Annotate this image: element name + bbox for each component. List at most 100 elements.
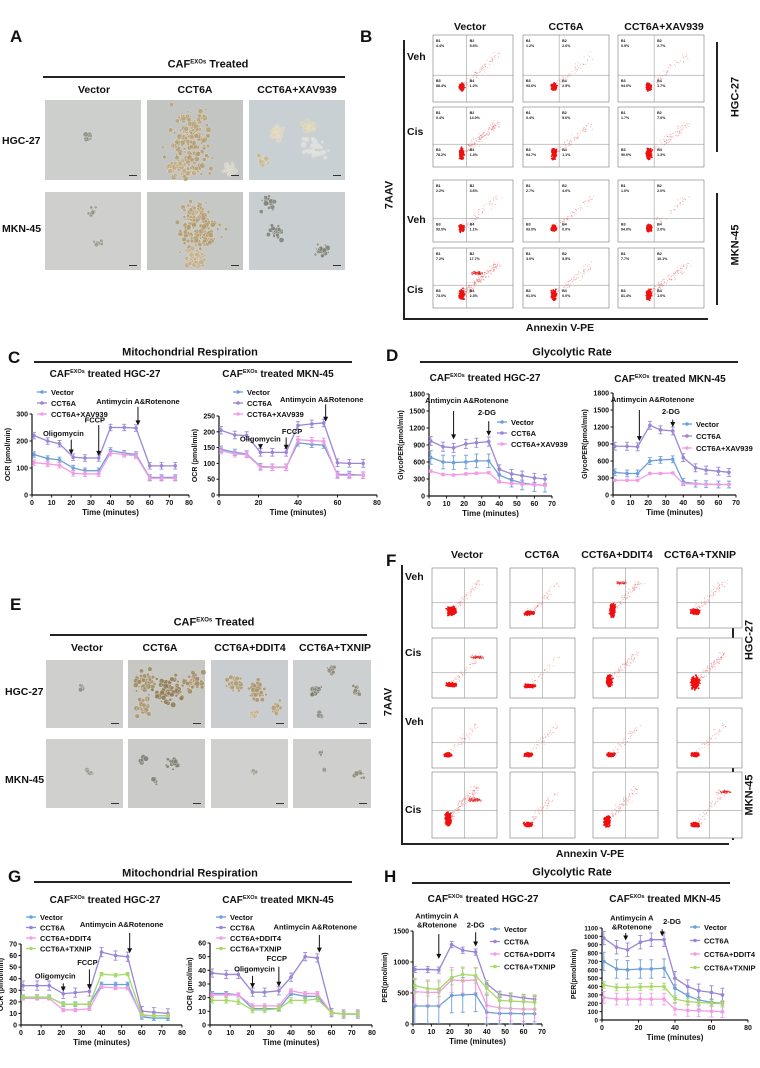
event-dot: [674, 271, 676, 273]
event-dot: [678, 134, 680, 136]
quadrant-percent: 2.0%: [657, 227, 666, 231]
event-dot: [563, 219, 565, 221]
micrograph-image: [45, 192, 141, 270]
event-dot: [476, 72, 478, 74]
micrograph-background: [46, 739, 123, 808]
cell-mark: [263, 156, 269, 162]
quadrant-name: B1: [526, 111, 531, 115]
event-dot: [462, 223, 464, 225]
event-dot: [568, 286, 570, 288]
event-dot: [459, 149, 461, 152]
cell-mark: [170, 701, 177, 708]
event-dot: [533, 607, 535, 609]
event-dot: [483, 131, 485, 133]
micrograph-background: [249, 100, 345, 180]
event-dot: [570, 216, 572, 218]
event-dot: [629, 589, 631, 591]
event-dot: [466, 288, 468, 290]
cell-mark: [184, 158, 188, 162]
cell-mark: [267, 206, 271, 210]
cell-mark: [198, 246, 203, 251]
event-dot: [460, 601, 462, 603]
event-dot: [472, 137, 474, 139]
event-dot: [490, 273, 492, 275]
event-dot: [584, 64, 586, 66]
quadrant-name: B3: [526, 222, 531, 226]
cell-mark: [316, 243, 320, 247]
event-dot: [574, 138, 576, 140]
row-label: Cis: [405, 646, 422, 659]
event-dot: [483, 274, 485, 276]
cell-mark: [266, 162, 269, 165]
cell-mark: [186, 250, 190, 254]
event-dot: [575, 209, 577, 211]
micrograph-image: [211, 739, 288, 808]
event-dot: [480, 277, 482, 279]
event-dot: [559, 219, 561, 221]
column-header: Vector: [77, 83, 111, 96]
event-dot: [684, 125, 686, 127]
quadrant-name: B1: [436, 39, 441, 43]
event-dot: [648, 86, 650, 89]
event-dot: [470, 146, 472, 148]
event-dot: [474, 281, 476, 283]
cell-mark: [306, 148, 313, 155]
cell-mark: [178, 128, 183, 132]
event-dot: [537, 603, 539, 605]
cell-mark: [201, 223, 208, 230]
event-dot: [665, 283, 667, 285]
quadrant-name: B3: [436, 148, 441, 152]
event-dot: [466, 287, 468, 289]
event-dot: [475, 70, 477, 72]
event-dot: [493, 52, 495, 54]
event-dot: [585, 125, 587, 127]
event-dot: [662, 285, 664, 287]
event-dot: [464, 80, 466, 82]
event-dot: [583, 56, 585, 58]
event-dot: [478, 210, 480, 212]
event-dot: [470, 592, 472, 594]
event-dot: [579, 280, 581, 282]
event-dot: [571, 212, 573, 214]
cell-mark: [201, 114, 207, 119]
event-dot: [485, 270, 487, 272]
event-dot: [620, 597, 622, 599]
event-dot: [563, 286, 565, 288]
cell-mark: [172, 169, 175, 173]
event-dot: [474, 280, 476, 282]
event-dot: [669, 276, 671, 278]
cell-mark: [193, 237, 199, 243]
event-dot: [487, 270, 489, 272]
event-dot: [571, 280, 573, 282]
cell-mark: [145, 697, 149, 701]
quadrant-name: B3: [526, 148, 531, 152]
event-dot: [543, 598, 545, 600]
event-dot: [581, 63, 583, 65]
event-dot: [541, 596, 543, 598]
event-dot: [625, 593, 627, 595]
panel-e-divider: [50, 634, 367, 636]
row-label: MKN-45: [5, 773, 45, 786]
event-dot: [682, 127, 684, 129]
event-dot: [550, 289, 553, 292]
quadrant-name: B1: [526, 184, 531, 188]
cell-mark: [231, 168, 238, 174]
event-dot: [582, 127, 584, 129]
quadrant-name: B3: [436, 79, 441, 83]
event-dot: [634, 585, 636, 587]
cell-mark: [224, 677, 230, 683]
event-dot: [492, 125, 494, 127]
cell-mark: [308, 126, 312, 130]
event-dot: [574, 66, 576, 68]
event-dot: [554, 158, 557, 161]
event-dot: [461, 296, 464, 299]
event-dot: [577, 133, 579, 135]
event-dot: [669, 134, 671, 136]
quadrant-name: B3: [436, 222, 441, 226]
event-dot: [490, 266, 492, 268]
event-dot: [683, 271, 685, 273]
quadrant-percent: 1.7%: [657, 84, 666, 88]
event-dot: [490, 200, 492, 202]
cell-mark: [203, 254, 207, 257]
event-dot: [476, 271, 479, 273]
